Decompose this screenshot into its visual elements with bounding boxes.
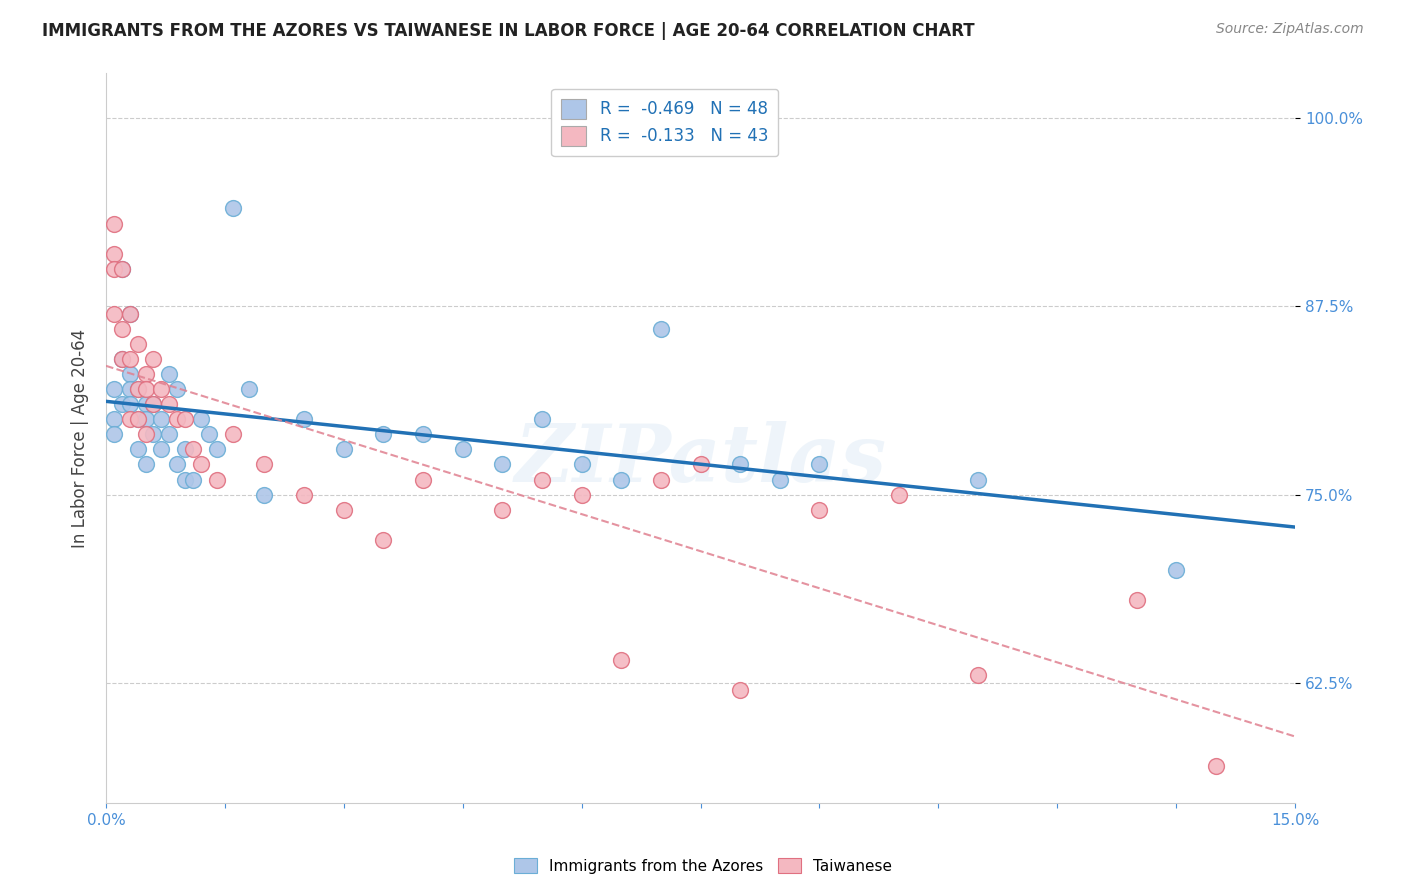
Point — [118, 307, 141, 321]
Point — [142, 427, 165, 442]
Point — [491, 458, 513, 472]
Point — [1125, 593, 1147, 607]
Text: ZIPatlas: ZIPatlas — [515, 421, 887, 499]
Point — [166, 412, 188, 426]
Point — [157, 367, 180, 381]
Point — [571, 458, 593, 472]
Point — [610, 473, 633, 487]
Point — [111, 352, 134, 367]
Point — [728, 683, 751, 698]
Point — [198, 427, 221, 442]
Point — [190, 412, 212, 426]
Point — [103, 412, 125, 426]
Point — [118, 367, 141, 381]
Point — [157, 397, 180, 411]
Point — [292, 487, 315, 501]
Point — [111, 397, 134, 411]
Point — [491, 502, 513, 516]
Point — [118, 307, 141, 321]
Point — [103, 382, 125, 396]
Point — [373, 427, 395, 442]
Point — [103, 217, 125, 231]
Point — [253, 458, 276, 472]
Point — [205, 442, 228, 457]
Point — [111, 322, 134, 336]
Point — [103, 246, 125, 260]
Point — [610, 653, 633, 667]
Point — [451, 442, 474, 457]
Point — [118, 352, 141, 367]
Point — [111, 261, 134, 276]
Point — [1205, 758, 1227, 772]
Point — [332, 502, 354, 516]
Point — [127, 382, 149, 396]
Point — [205, 473, 228, 487]
Point — [118, 382, 141, 396]
Point — [332, 442, 354, 457]
Point — [111, 261, 134, 276]
Point — [222, 427, 245, 442]
Point — [166, 382, 188, 396]
Point — [530, 473, 553, 487]
Point — [103, 261, 125, 276]
Point — [118, 397, 141, 411]
Point — [181, 473, 204, 487]
Point — [887, 487, 910, 501]
Point — [142, 397, 165, 411]
Y-axis label: In Labor Force | Age 20-64: In Labor Force | Age 20-64 — [72, 328, 89, 548]
Point — [689, 458, 711, 472]
Point — [127, 382, 149, 396]
Point — [150, 382, 173, 396]
Point — [135, 382, 157, 396]
Point — [808, 502, 831, 516]
Point — [650, 473, 672, 487]
Point — [103, 307, 125, 321]
Point — [292, 412, 315, 426]
Point — [103, 427, 125, 442]
Point — [412, 473, 434, 487]
Point — [253, 487, 276, 501]
Point — [166, 458, 188, 472]
Legend: Immigrants from the Azores, Taiwanese: Immigrants from the Azores, Taiwanese — [508, 852, 898, 880]
Point — [412, 427, 434, 442]
Point — [150, 412, 173, 426]
Point — [222, 202, 245, 216]
Point — [142, 352, 165, 367]
Point — [174, 412, 197, 426]
Point — [808, 458, 831, 472]
Point — [190, 458, 212, 472]
Point — [142, 397, 165, 411]
Point — [135, 412, 157, 426]
Text: Source: ZipAtlas.com: Source: ZipAtlas.com — [1216, 22, 1364, 37]
Point — [135, 367, 157, 381]
Point — [174, 442, 197, 457]
Point — [127, 337, 149, 351]
Point — [373, 533, 395, 547]
Point — [157, 427, 180, 442]
Point — [135, 397, 157, 411]
Text: IMMIGRANTS FROM THE AZORES VS TAIWANESE IN LABOR FORCE | AGE 20-64 CORRELATION C: IMMIGRANTS FROM THE AZORES VS TAIWANESE … — [42, 22, 974, 40]
Point — [1166, 563, 1188, 577]
Legend: R =  -0.469   N = 48, R =  -0.133   N = 43: R = -0.469 N = 48, R = -0.133 N = 43 — [551, 88, 779, 156]
Point — [728, 458, 751, 472]
Point — [127, 442, 149, 457]
Point — [127, 412, 149, 426]
Point — [118, 412, 141, 426]
Point — [530, 412, 553, 426]
Point — [135, 458, 157, 472]
Point — [650, 322, 672, 336]
Point — [150, 442, 173, 457]
Point — [967, 668, 990, 682]
Point — [135, 427, 157, 442]
Point — [127, 412, 149, 426]
Point — [174, 473, 197, 487]
Point — [181, 442, 204, 457]
Point — [967, 473, 990, 487]
Point — [111, 352, 134, 367]
Point — [238, 382, 260, 396]
Point — [571, 487, 593, 501]
Point — [769, 473, 792, 487]
